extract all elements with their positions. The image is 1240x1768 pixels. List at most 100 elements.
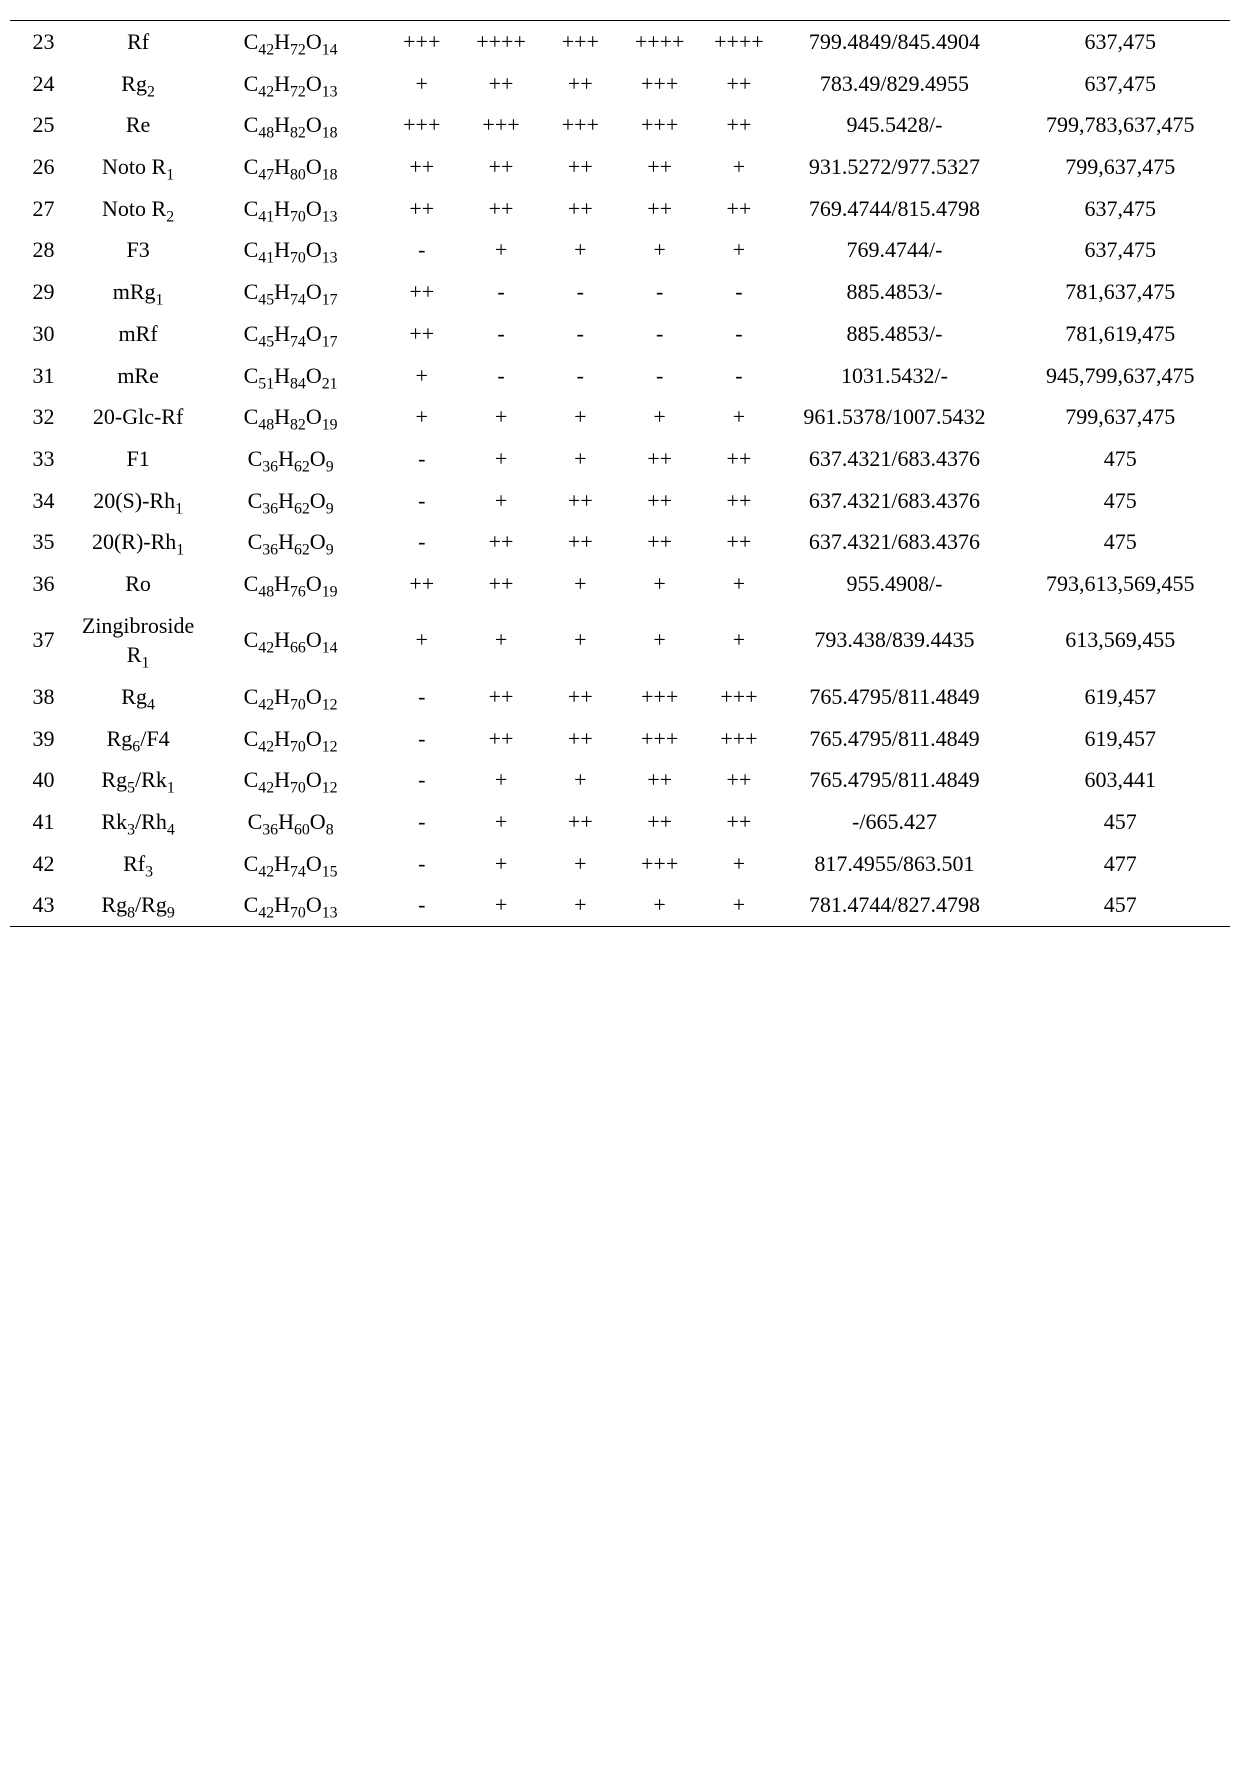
cell-p3: ++ — [541, 801, 620, 843]
cell-p1: - — [382, 521, 461, 563]
cell-mz: 799.4849/845.4904 — [779, 21, 1011, 63]
cell-p2: ++++ — [461, 21, 540, 63]
cell-formula: C42H72O13 — [199, 63, 382, 105]
cell-formula: C42H70O12 — [199, 676, 382, 718]
cell-frag: 457 — [1010, 884, 1230, 926]
cell-mz: -/665.427 — [779, 801, 1011, 843]
cell-p2: + — [461, 229, 540, 271]
cell-p4: ++ — [620, 480, 699, 522]
cell-p3: + — [541, 759, 620, 801]
cell-p4: + — [620, 884, 699, 926]
cell-p4: - — [620, 313, 699, 355]
cell-num: 42 — [10, 843, 77, 885]
cell-p4: ++++ — [620, 21, 699, 63]
cell-name: F3 — [77, 229, 199, 271]
cell-formula: C41H70O13 — [199, 188, 382, 230]
cell-p4: +++ — [620, 718, 699, 760]
cell-mz: 961.5378/1007.5432 — [779, 396, 1011, 438]
cell-p4: + — [620, 605, 699, 676]
cell-name: Rg2 — [77, 63, 199, 105]
cell-num: 43 — [10, 884, 77, 926]
cell-p1: - — [382, 718, 461, 760]
cell-num: 24 — [10, 63, 77, 105]
cell-formula: C48H82O18 — [199, 104, 382, 146]
cell-p1: ++ — [382, 146, 461, 188]
cell-frag: 637,475 — [1010, 63, 1230, 105]
cell-p3: - — [541, 271, 620, 313]
cell-p4: +++ — [620, 676, 699, 718]
cell-name: Zingibroside R1 — [77, 605, 199, 676]
cell-mz: 769.4744/815.4798 — [779, 188, 1011, 230]
cell-p2: + — [461, 759, 540, 801]
cell-num: 25 — [10, 104, 77, 146]
cell-mz: 885.4853/- — [779, 313, 1011, 355]
cell-mz: 765.4795/811.4849 — [779, 718, 1011, 760]
cell-num: 38 — [10, 676, 77, 718]
cell-p2: ++ — [461, 676, 540, 718]
cell-frag: 619,457 — [1010, 676, 1230, 718]
cell-p1: + — [382, 396, 461, 438]
cell-p3: + — [541, 605, 620, 676]
table-row: 31mReC51H84O21+----1031.5432/-945,799,63… — [10, 355, 1230, 397]
cell-p2: - — [461, 313, 540, 355]
cell-p5: - — [699, 355, 778, 397]
cell-name: Rf3 — [77, 843, 199, 885]
cell-p5: + — [699, 229, 778, 271]
cell-p4: + — [620, 396, 699, 438]
cell-frag: 619,457 — [1010, 718, 1230, 760]
cell-frag: 781,619,475 — [1010, 313, 1230, 355]
cell-num: 36 — [10, 563, 77, 605]
cell-p2: + — [461, 801, 540, 843]
table-row: 23RfC42H72O14++++++++++++++++++799.4849/… — [10, 21, 1230, 63]
cell-p1: + — [382, 63, 461, 105]
cell-p4: +++ — [620, 63, 699, 105]
table-row: 25ReC48H82O18++++++++++++++945.5428/-799… — [10, 104, 1230, 146]
cell-p5: + — [699, 884, 778, 926]
cell-name: mRg1 — [77, 271, 199, 313]
cell-name: F1 — [77, 438, 199, 480]
cell-p1: - — [382, 676, 461, 718]
table-body: 23RfC42H72O14++++++++++++++++++799.4849/… — [10, 21, 1230, 927]
table-row: 29mRg1C45H74O17++----885.4853/-781,637,4… — [10, 271, 1230, 313]
cell-p5: - — [699, 313, 778, 355]
cell-p2: ++ — [461, 718, 540, 760]
table-row: 26Noto R1C47H80O18+++++++++931.5272/977.… — [10, 146, 1230, 188]
cell-p4: ++ — [620, 188, 699, 230]
cell-p5: - — [699, 271, 778, 313]
table-row: 36RoC48H76O19+++++++955.4908/-793,613,56… — [10, 563, 1230, 605]
cell-formula: C48H82O19 — [199, 396, 382, 438]
table-row: 27Noto R2C41H70O13++++++++++769.4744/815… — [10, 188, 1230, 230]
cell-p3: + — [541, 843, 620, 885]
cell-num: 41 — [10, 801, 77, 843]
cell-mz: 765.4795/811.4849 — [779, 676, 1011, 718]
cell-p1: ++ — [382, 271, 461, 313]
cell-num: 28 — [10, 229, 77, 271]
cell-p1: ++ — [382, 313, 461, 355]
table-row: 39Rg6/F4C42H70O12-++++++++++765.4795/811… — [10, 718, 1230, 760]
cell-formula: C45H74O17 — [199, 313, 382, 355]
cell-formula: C36H62O9 — [199, 438, 382, 480]
table-row: 3420(S)-Rh1C36H62O9-+++++++637.4321/683.… — [10, 480, 1230, 522]
cell-num: 40 — [10, 759, 77, 801]
table-row: 33F1C36H62O9-++++++637.4321/683.4376475 — [10, 438, 1230, 480]
cell-p3: + — [541, 884, 620, 926]
cell-p1: +++ — [382, 21, 461, 63]
cell-p5: ++ — [699, 480, 778, 522]
cell-p3: - — [541, 313, 620, 355]
cell-p3: + — [541, 229, 620, 271]
cell-mz: 793.438/839.4435 — [779, 605, 1011, 676]
cell-num: 32 — [10, 396, 77, 438]
cell-p2: - — [461, 355, 540, 397]
cell-p3: ++ — [541, 718, 620, 760]
cell-p2: + — [461, 480, 540, 522]
cell-p1: - — [382, 759, 461, 801]
cell-mz: 955.4908/- — [779, 563, 1011, 605]
cell-mz: 637.4321/683.4376 — [779, 438, 1011, 480]
cell-p1: - — [382, 229, 461, 271]
cell-name: mRe — [77, 355, 199, 397]
cell-p1: + — [382, 355, 461, 397]
compound-table: 23RfC42H72O14++++++++++++++++++799.4849/… — [10, 20, 1230, 927]
cell-frag: 945,799,637,475 — [1010, 355, 1230, 397]
cell-num: 37 — [10, 605, 77, 676]
cell-p1: - — [382, 843, 461, 885]
